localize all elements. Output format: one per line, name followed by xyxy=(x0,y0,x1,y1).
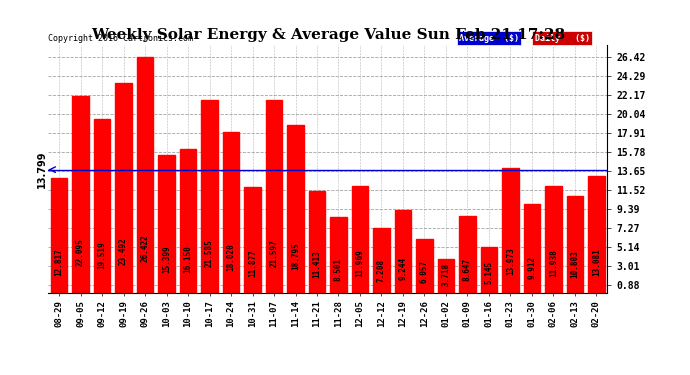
Text: 18.795: 18.795 xyxy=(291,242,300,270)
Text: 12.817: 12.817 xyxy=(55,248,63,276)
Bar xyxy=(373,228,390,292)
Text: Average  ($): Average ($) xyxy=(459,33,519,42)
Bar xyxy=(545,186,562,292)
Bar xyxy=(309,191,325,292)
Bar xyxy=(266,100,282,292)
Text: 6.057: 6.057 xyxy=(420,260,429,284)
Text: Copyright 2016 Cartronics.com: Copyright 2016 Cartronics.com xyxy=(48,33,193,42)
Bar xyxy=(352,186,368,292)
Bar xyxy=(223,132,239,292)
Bar xyxy=(72,96,88,292)
Text: 13.973: 13.973 xyxy=(506,247,515,275)
Bar xyxy=(524,204,540,292)
Bar xyxy=(438,260,454,292)
Text: 8.501: 8.501 xyxy=(334,258,343,281)
Bar xyxy=(288,125,304,292)
Text: 13.081: 13.081 xyxy=(592,248,601,276)
Bar xyxy=(137,57,153,292)
Bar xyxy=(180,149,196,292)
Text: 8.647: 8.647 xyxy=(463,258,472,280)
Bar xyxy=(567,196,583,292)
Bar xyxy=(331,217,346,292)
Text: 19.519: 19.519 xyxy=(97,241,106,269)
Text: 18.020: 18.020 xyxy=(226,243,235,271)
Bar xyxy=(94,119,110,292)
Text: 5.145: 5.145 xyxy=(484,261,493,284)
Bar xyxy=(417,238,433,292)
Text: 10.803: 10.803 xyxy=(571,251,580,278)
Text: 16.150: 16.150 xyxy=(184,245,193,273)
Text: 15.399: 15.399 xyxy=(162,246,171,273)
Bar xyxy=(201,100,217,292)
Bar xyxy=(395,210,411,292)
Bar xyxy=(502,168,518,292)
Bar xyxy=(244,187,261,292)
Bar xyxy=(51,178,67,292)
Text: 11.877: 11.877 xyxy=(248,249,257,277)
Text: 11.413: 11.413 xyxy=(313,250,322,278)
Text: 11.938: 11.938 xyxy=(549,249,558,277)
Text: 9.912: 9.912 xyxy=(527,256,536,279)
Text: 11.969: 11.969 xyxy=(355,249,364,277)
Text: Daily   ($): Daily ($) xyxy=(535,33,589,42)
Text: 13.799: 13.799 xyxy=(37,151,47,188)
Bar xyxy=(589,176,604,292)
Bar xyxy=(159,155,175,292)
Title: Weekly Solar Energy & Average Value Sun Feb 21 17:28: Weekly Solar Energy & Average Value Sun … xyxy=(90,28,565,42)
Bar xyxy=(115,83,132,292)
Text: 21.597: 21.597 xyxy=(270,239,279,267)
Text: 3.718: 3.718 xyxy=(442,263,451,286)
Text: 21.585: 21.585 xyxy=(205,239,214,267)
Text: 7.208: 7.208 xyxy=(377,259,386,282)
Bar xyxy=(481,247,497,292)
Bar xyxy=(460,216,475,292)
Text: 9.244: 9.244 xyxy=(399,257,408,280)
Text: 26.422: 26.422 xyxy=(141,234,150,262)
Text: 22.095: 22.095 xyxy=(76,238,85,266)
Text: 23.492: 23.492 xyxy=(119,237,128,265)
